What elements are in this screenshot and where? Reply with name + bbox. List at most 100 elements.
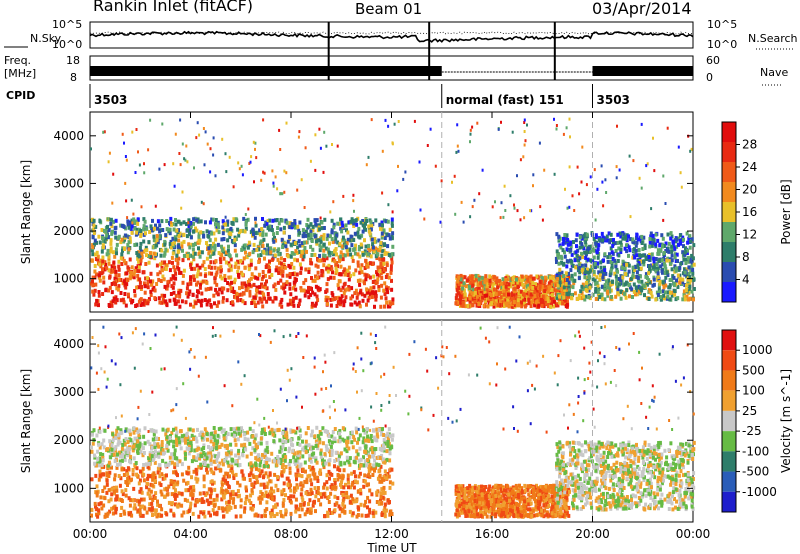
- echo-cell: [96, 258, 100, 262]
- echo-cell: [592, 255, 596, 260]
- echo-cell: [566, 242, 570, 247]
- echo-cell: [635, 232, 639, 237]
- echo-cell: [471, 303, 475, 308]
- echo-cell: [461, 293, 465, 298]
- echo-cell: [126, 250, 130, 255]
- sparse-echo-cell: [319, 146, 322, 150]
- echo-cell: [648, 267, 652, 272]
- echo-cell: [99, 501, 103, 506]
- echo-cell: [381, 510, 385, 515]
- sparse-echo-cell: [134, 171, 137, 174]
- echo-cell: [136, 498, 139, 503]
- echo-cell: [640, 279, 644, 284]
- echo-cell: [173, 497, 177, 501]
- echo-cell: [507, 282, 511, 287]
- sparse-echo-cell: [309, 159, 312, 163]
- sparse-echo-cell: [224, 152, 227, 156]
- echo-cell: [383, 281, 387, 286]
- echo-cell: [314, 222, 318, 227]
- echo-cell: [363, 249, 367, 254]
- sparse-echo-cell: [457, 149, 460, 153]
- sparse-echo-cell: [454, 212, 457, 216]
- echo-cell: [180, 513, 184, 518]
- sparse-echo-cell: [283, 169, 286, 173]
- sparse-echo-cell: [322, 170, 325, 174]
- echo-cell: [149, 254, 152, 259]
- sparse-echo-cell: [336, 144, 339, 148]
- echo-cell: [266, 243, 269, 248]
- echo-cell: [127, 496, 131, 501]
- echo-cell: [270, 508, 274, 513]
- echo-cell: [178, 294, 182, 299]
- echo-cell: [294, 277, 298, 282]
- echo-cell: [362, 484, 366, 489]
- echo-cell: [568, 288, 571, 293]
- echo-cell: [659, 264, 663, 269]
- echo-cell: [596, 288, 600, 293]
- echo-cell: [320, 494, 323, 499]
- echo-cell: [148, 502, 152, 507]
- echo-cell: [212, 442, 216, 446]
- sparse-echo-cell: [163, 163, 166, 167]
- echo-cell: [307, 290, 310, 295]
- echo-cell: [200, 291, 204, 296]
- echo-cell: [340, 294, 344, 299]
- echo-cell: [248, 289, 252, 294]
- echo-cell: [598, 295, 602, 299]
- echo-cell: [115, 494, 119, 499]
- echo-cell: [287, 479, 291, 484]
- echo-cell: [682, 257, 686, 262]
- echo-cell: [256, 300, 260, 305]
- echo-cell: [272, 239, 276, 244]
- echo-cell: [124, 303, 128, 308]
- echo-cell: [531, 285, 535, 290]
- echo-cell: [163, 293, 167, 298]
- echo-cell: [492, 304, 496, 309]
- echo-cell: [321, 426, 325, 431]
- sparse-echo-cell: [187, 221, 190, 225]
- echo-cell: [106, 224, 109, 229]
- echo-cell: [366, 298, 370, 303]
- echo-cell: [264, 273, 267, 278]
- echo-cell: [260, 514, 264, 519]
- echo-cell: [196, 268, 200, 273]
- echo-cell: [214, 222, 217, 227]
- echo-cell: [554, 283, 558, 288]
- echo-cell: [192, 469, 196, 474]
- echo-cell: [651, 263, 655, 268]
- echo-cell: [468, 290, 472, 295]
- echo-cell: [250, 483, 254, 488]
- echo-cell: [233, 280, 236, 285]
- echo-cell: [253, 235, 257, 240]
- echo-cell: [349, 485, 353, 490]
- echo-cell: [288, 466, 292, 471]
- echo-cell: [198, 285, 202, 290]
- echo-cell: [192, 485, 196, 489]
- echo-cell: [383, 502, 387, 507]
- echo-cell: [561, 241, 565, 246]
- echo-cell: [660, 233, 664, 238]
- echo-cell: [258, 473, 262, 478]
- echo-cell: [361, 223, 365, 228]
- echo-cell: [212, 453, 216, 458]
- echo-cell: [678, 238, 682, 243]
- echo-cell: [505, 281, 509, 286]
- sparse-echo-cell: [193, 166, 195, 170]
- echo-cell: [136, 273, 140, 278]
- echo-cell: [292, 494, 296, 499]
- echo-cell: [261, 453, 264, 457]
- echo-cell: [251, 429, 255, 434]
- echo-cell: [391, 297, 395, 302]
- echo-cell: [132, 486, 136, 491]
- echo-cell: [101, 259, 105, 264]
- echo-cell: [288, 225, 292, 230]
- echo-cell: [161, 274, 165, 279]
- echo-cell: [310, 491, 314, 496]
- echo-cell: [650, 243, 654, 248]
- echo-cell: [683, 294, 687, 299]
- sparse-echo-cell: [314, 168, 317, 172]
- echo-cell: [647, 278, 651, 283]
- echo-cell: [166, 280, 170, 285]
- echo-cell: [159, 279, 163, 283]
- echo-cell: [689, 259, 693, 264]
